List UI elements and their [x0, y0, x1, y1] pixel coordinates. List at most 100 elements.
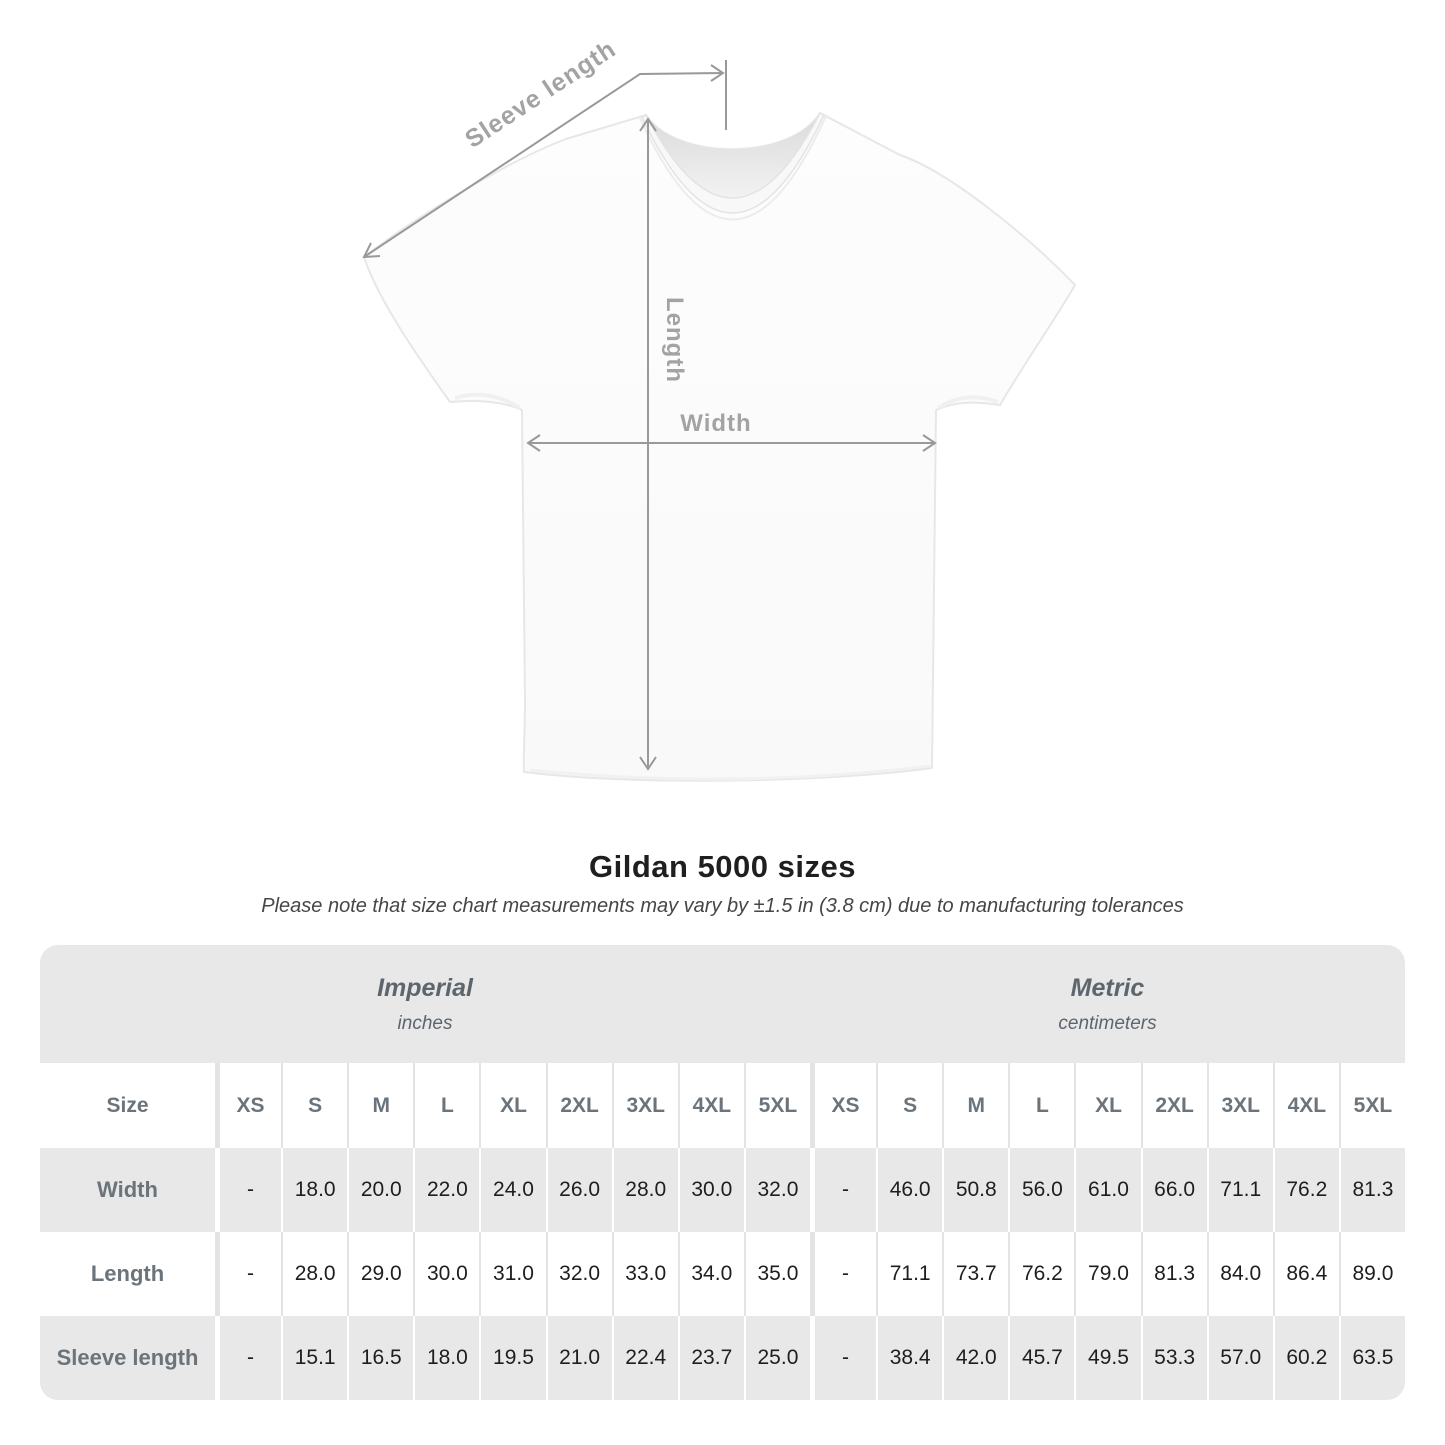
arrowhead	[526, 434, 541, 452]
tshirt-measurement-diagram: Width Length Sleeve length	[362, 35, 1076, 782]
metric-unit: centimeters	[1058, 1012, 1157, 1034]
size-col-header: 3XL	[611, 1063, 678, 1148]
value-cell: -	[215, 1148, 282, 1232]
tshirt-outline	[363, 112, 1076, 782]
arrowhead	[710, 64, 725, 82]
imperial-section-header: Imperial inches	[40, 945, 810, 1063]
size-col-header: 5XL	[1338, 1063, 1405, 1148]
row-label: Sleeve length	[40, 1316, 215, 1400]
value-cell: 38.4	[876, 1316, 943, 1400]
value-cell: 24.0	[479, 1148, 546, 1232]
value-cell: 42.0	[942, 1316, 1009, 1400]
value-cell: 19.5	[479, 1316, 546, 1400]
value-cell: -	[810, 1316, 877, 1400]
value-cell: 28.0	[281, 1232, 348, 1316]
size-col-header: 2XL	[545, 1063, 612, 1148]
value-cell: 35.0	[743, 1232, 810, 1316]
value-cell: 25.0	[743, 1316, 810, 1400]
hem-shadow	[529, 764, 931, 781]
arrowhead	[922, 434, 937, 452]
value-cell: 32.0	[545, 1232, 612, 1316]
size-col-header: L	[1008, 1063, 1075, 1148]
value-cell: -	[810, 1148, 877, 1232]
value-cell: 31.0	[479, 1232, 546, 1316]
value-cell: 45.7	[1008, 1316, 1075, 1400]
page-subtitle: Please note that size chart measurements…	[261, 895, 1184, 917]
size-header: Size	[40, 1063, 215, 1148]
size-col-header: M	[347, 1063, 414, 1148]
metric-label: Metric	[1070, 973, 1145, 1002]
value-cell: 33.0	[611, 1232, 678, 1316]
arrowhead	[362, 242, 381, 259]
imperial-unit: inches	[397, 1012, 453, 1034]
size-col-header: XS	[810, 1063, 877, 1148]
value-cell: 60.2	[1272, 1316, 1339, 1400]
arrowhead	[639, 756, 657, 771]
value-cell: -	[215, 1316, 282, 1400]
value-cell: 73.7	[942, 1232, 1009, 1316]
imperial-label: Imperial	[377, 973, 473, 1002]
size-col-header: M	[942, 1063, 1009, 1148]
value-cell: 30.0	[413, 1232, 480, 1316]
sleeve-length-arrow	[363, 72, 724, 258]
value-cell: 32.0	[743, 1148, 810, 1232]
value-cell: 81.3	[1140, 1232, 1207, 1316]
value-cell: 22.0	[413, 1148, 480, 1232]
value-cell: 61.0	[1074, 1148, 1141, 1232]
value-cell: 30.0	[677, 1148, 744, 1232]
value-cell: 71.1	[1206, 1148, 1273, 1232]
value-cell: 76.2	[1272, 1148, 1339, 1232]
value-cell: 29.0	[347, 1232, 414, 1316]
length-label: Length	[661, 297, 688, 383]
size-col-header: S	[281, 1063, 348, 1148]
value-cell: -	[810, 1232, 877, 1316]
size-col-header: 4XL	[677, 1063, 744, 1148]
value-cell: 56.0	[1008, 1148, 1075, 1232]
size-col-header: S	[876, 1063, 943, 1148]
width-label: Width	[680, 410, 751, 437]
value-cell: 18.0	[413, 1316, 480, 1400]
size-col-header: XL	[1074, 1063, 1141, 1148]
value-cell: 66.0	[1140, 1148, 1207, 1232]
tshirt-diagram-svg: Width Length Sleeve length	[362, 35, 1076, 782]
value-cell: 28.0	[611, 1148, 678, 1232]
value-cell: 46.0	[876, 1148, 943, 1232]
collar-seam	[639, 115, 827, 221]
value-cell: 21.0	[545, 1316, 612, 1400]
page-title: Gildan 5000 sizes	[589, 849, 856, 884]
row-label: Length	[40, 1232, 215, 1316]
row-label: Width	[40, 1148, 215, 1232]
value-cell: 34.0	[677, 1232, 744, 1316]
size-col-header: L	[413, 1063, 480, 1148]
value-cell: 26.0	[545, 1148, 612, 1232]
size-col-header: 4XL	[1272, 1063, 1339, 1148]
left-underarm-shadow	[454, 392, 522, 410]
value-cell: 86.4	[1272, 1232, 1339, 1316]
value-cell: 15.1	[281, 1316, 348, 1400]
value-cell: 81.3	[1338, 1148, 1405, 1232]
value-cell: 50.8	[942, 1148, 1009, 1232]
value-cell: -	[215, 1232, 282, 1316]
value-cell: 84.0	[1206, 1232, 1273, 1316]
size-col-header: XS	[215, 1063, 282, 1148]
value-cell: 71.1	[876, 1232, 943, 1316]
value-cell: 20.0	[347, 1148, 414, 1232]
size-table: Imperial inches Metric centimeters Size …	[40, 945, 1405, 1400]
size-col-header: 2XL	[1140, 1063, 1207, 1148]
value-cell: 18.0	[281, 1148, 348, 1232]
value-cell: 53.3	[1140, 1316, 1207, 1400]
value-cell: 63.5	[1338, 1316, 1405, 1400]
value-cell: 57.0	[1206, 1316, 1273, 1400]
value-cell: 76.2	[1008, 1232, 1075, 1316]
value-cell: 79.0	[1074, 1232, 1141, 1316]
metric-section-header: Metric centimeters	[810, 945, 1405, 1063]
size-col-header: XL	[479, 1063, 546, 1148]
value-cell: 23.7	[677, 1316, 744, 1400]
size-col-header: 5XL	[743, 1063, 810, 1148]
arrowhead	[639, 117, 657, 132]
value-cell: 22.4	[611, 1316, 678, 1400]
value-cell: 89.0	[1338, 1232, 1405, 1316]
value-cell: 49.5	[1074, 1316, 1141, 1400]
right-underarm-shadow	[936, 395, 999, 410]
size-col-header: 3XL	[1206, 1063, 1273, 1148]
